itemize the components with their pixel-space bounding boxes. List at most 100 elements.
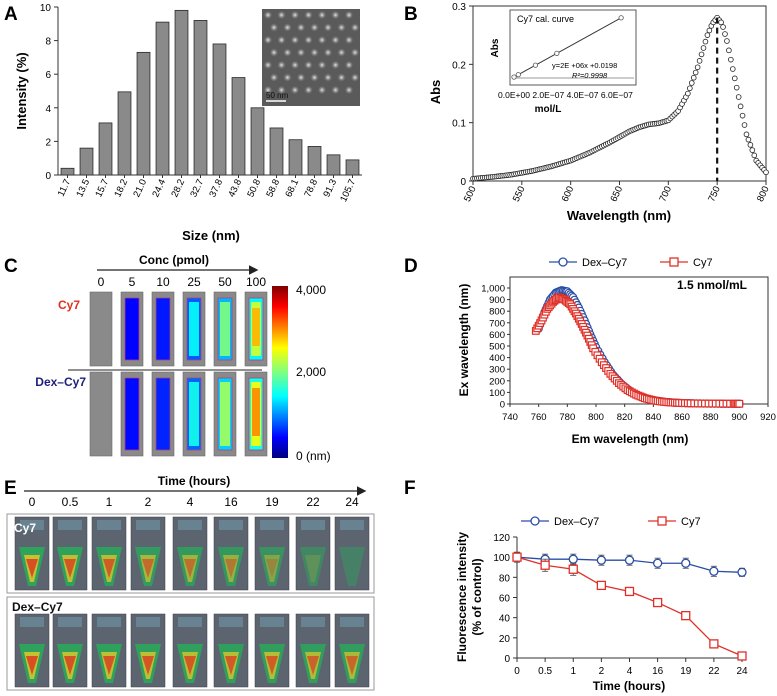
c-conc-label: Conc (pmol) bbox=[139, 253, 209, 267]
d-plot-frame bbox=[509, 276, 769, 405]
a-tem-particle bbox=[323, 23, 333, 32]
a-bar bbox=[60, 167, 75, 176]
d-x-tick-label: 800 bbox=[588, 412, 604, 423]
a-x-tick-label: 18.2 bbox=[112, 178, 130, 199]
c-conc-tick-label: 25 bbox=[187, 275, 201, 289]
e-tube-signal-core bbox=[225, 656, 237, 675]
b-data-point bbox=[733, 84, 740, 91]
b-data-point bbox=[726, 47, 732, 54]
a-tem-particle bbox=[317, 60, 327, 70]
a-bar bbox=[136, 51, 151, 176]
panel-c-heatmap: Conc (pmol) 0 5 10 25 50 100 Cy7 Dex–Cy7 4,00… bbox=[35, 253, 330, 463]
a-x-tick-label: 13.5 bbox=[74, 178, 92, 199]
f-y-ticks: 0 20 40 60 80 100 120 bbox=[493, 533, 517, 665]
a-tem-particle bbox=[337, 73, 346, 82]
panel-e-images: Time (hours) 0 0.5 1 2 4 16 19 22 24 Cy7 Dex–Cy7 bbox=[6, 474, 375, 691]
a-tem-particle bbox=[310, 73, 319, 82]
b-data-point bbox=[724, 38, 730, 44]
d-x-tick-label: 760 bbox=[531, 412, 547, 423]
c-well-signal bbox=[155, 297, 171, 361]
f-y-tick-label: 20 bbox=[499, 634, 511, 645]
a-tem-particle bbox=[283, 48, 292, 57]
f-point-dex-cy7 bbox=[624, 555, 635, 565]
a-tem-particle bbox=[317, 35, 327, 45]
e-tube-cap bbox=[20, 617, 44, 627]
b-inset-x-label: mol/L bbox=[535, 104, 562, 115]
a-tem-particle bbox=[331, 35, 340, 45]
a-x-label: Size (nm) bbox=[182, 228, 240, 243]
c-well bbox=[89, 371, 113, 457]
e-time-tick-label: 1 bbox=[106, 495, 113, 509]
c-row-label-cy7: Cy7 bbox=[58, 298, 80, 312]
c-well-signal bbox=[155, 377, 171, 451]
c-colorbar-mid: 2,000 bbox=[296, 365, 326, 379]
e-tube-signal-core bbox=[225, 559, 237, 578]
a-bar bbox=[212, 43, 227, 176]
f-legend-marker-cy7 bbox=[657, 516, 667, 526]
d-x-tick-label: 880 bbox=[703, 412, 719, 423]
b-inset-x-tick-label: 4.0E−07 bbox=[567, 90, 599, 100]
b-data-point bbox=[749, 147, 756, 153]
d-x-tick-label: 820 bbox=[617, 412, 633, 423]
f-y-tick-label: 0 bbox=[504, 654, 510, 665]
e-tube-cap bbox=[58, 617, 82, 627]
f-y-tick-label: 120 bbox=[493, 533, 510, 544]
b-data-point bbox=[729, 66, 736, 72]
f-point-dex-cy7 bbox=[737, 567, 747, 577]
b-data-point bbox=[687, 85, 693, 92]
d-y-tick-label: 200 bbox=[489, 376, 505, 387]
f-point-cy7 bbox=[512, 552, 522, 562]
e-tube-signal-core bbox=[142, 559, 154, 578]
a-tem-particle bbox=[323, 73, 333, 82]
a-tem-particle bbox=[344, 35, 354, 45]
c-conc-tick-label: 5 bbox=[129, 275, 136, 289]
e-tube-signal-core bbox=[307, 656, 319, 675]
a-x-tick-label: 58.8 bbox=[264, 178, 282, 199]
d-x-tick-label: 740 bbox=[502, 412, 518, 423]
a-tem-particle bbox=[263, 10, 273, 20]
a-tem-particle bbox=[310, 48, 319, 57]
panel-label-f: F bbox=[404, 478, 416, 499]
b-data-point bbox=[704, 32, 711, 38]
d-x-label: Em wavelength (nm) bbox=[572, 432, 689, 446]
d-legend: Dex–Cy7 Cy7 bbox=[549, 257, 713, 269]
panel-a-chart: 0 2 4 6 8 10 11.7 13.5 15.7 18.2 21.0 24.4 28.2 32.7… bbox=[14, 3, 362, 243]
e-tube-signal-core bbox=[184, 656, 196, 675]
d-legend-marker-cy7 bbox=[669, 257, 679, 267]
e-tube-cap bbox=[97, 617, 121, 627]
f-y-tick-label: 40 bbox=[499, 614, 511, 625]
e-tube-signal-core bbox=[26, 559, 38, 578]
f-point-cy7 bbox=[624, 586, 635, 597]
d-legend-dex: Dex–Cy7 bbox=[582, 257, 627, 269]
a-bar bbox=[307, 146, 322, 176]
b-data-point bbox=[700, 45, 707, 51]
a-x-tick-label: 24.4 bbox=[150, 178, 168, 199]
e-tube-signal-core bbox=[64, 656, 76, 675]
b-data-point bbox=[690, 74, 697, 81]
a-bar bbox=[250, 107, 265, 176]
e-row-label-cy7: Cy7 bbox=[14, 521, 36, 535]
f-y-label-2: (% of control) bbox=[470, 558, 484, 635]
panel-label-e: E bbox=[4, 478, 17, 499]
a-tem-particle bbox=[269, 48, 279, 57]
c-conc-ticks: 0 5 10 25 50 100 bbox=[98, 275, 267, 289]
a-y-tick-label: 8 bbox=[45, 37, 51, 48]
c-conc-tick-label: 10 bbox=[156, 275, 170, 289]
b-calibration-inset: Cy7 cal. curve y=2E +06x +0.0198 R²=0.99… bbox=[490, 9, 637, 115]
e-tube-cap bbox=[97, 520, 121, 530]
e-tube-signal-mid bbox=[264, 555, 280, 582]
d-y-tick-label: 0 bbox=[500, 400, 505, 411]
a-tem-particle bbox=[350, 73, 360, 82]
a-x-tick-label: 37.8 bbox=[207, 178, 225, 199]
a-tem-particle bbox=[337, 48, 346, 57]
a-bar bbox=[345, 159, 360, 176]
e-tube-signal-core bbox=[64, 559, 76, 578]
b-x-tick-label: 800 bbox=[755, 185, 772, 204]
f-legend-marker-dex bbox=[530, 516, 540, 526]
f-legend-cy7: Cy7 bbox=[681, 516, 701, 528]
f-y-tick-label: 100 bbox=[493, 553, 510, 564]
f-point-dex-cy7 bbox=[568, 554, 578, 564]
e-tube-cap bbox=[219, 617, 243, 627]
f-x-tick-label: 1 bbox=[570, 666, 576, 677]
b-y-tick-label: 0 bbox=[460, 177, 466, 188]
